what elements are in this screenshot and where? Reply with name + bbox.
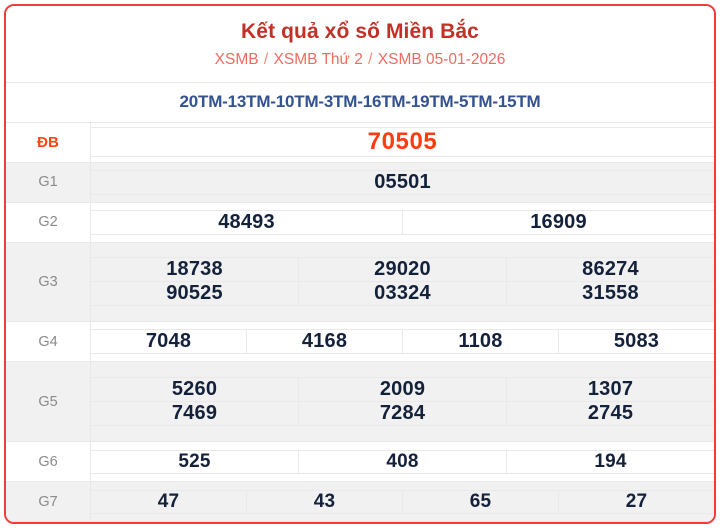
prize-number: 86274 (505, 257, 714, 283)
prize-values-cell: 5260 2009 1307 7469 7284 2745 (90, 361, 714, 443)
prize-label: ĐB (6, 121, 91, 163)
prize-values-row: 525 408 194 (91, 449, 714, 474)
prize-number: 18738 (91, 257, 299, 283)
prize-number: 4168 (246, 329, 403, 355)
prize-values-cell: 05501 (90, 161, 714, 203)
prize-values-row: 47 43 65 27 (91, 489, 714, 514)
prize-values-cell: 525 408 194 (90, 441, 714, 483)
prize-number: 31558 (505, 281, 714, 307)
prize-row-đb: ĐB 70505 (6, 121, 714, 163)
prize-number: 29020 (298, 257, 507, 283)
prize-values-row: 7469 7284 2745 (91, 401, 714, 427)
prize-number: 5083 (557, 329, 714, 355)
prize-values-cell: 47 43 65 27 (90, 481, 714, 522)
breadcrumb-item-2[interactable]: XSMB Thứ 2 (273, 51, 363, 69)
prize-label: G1 (6, 161, 91, 203)
prize-label: G4 (6, 321, 91, 363)
prize-label: G6 (6, 441, 91, 483)
prize-values-grid: 05501 (91, 169, 714, 195)
tm-code-text: 20TM-13TM-10TM-3TM-16TM-19TM-5TM-15TM (179, 91, 541, 111)
prize-values-grid: 47 43 65 27 (91, 489, 714, 514)
prize-number: 48493 (91, 209, 403, 235)
prize-values-grid: 48493 16909 (91, 209, 714, 235)
prize-number: 525 (91, 449, 299, 474)
prize-number: 2745 (505, 401, 714, 427)
card-header: Kết quả xổ số Miền Bắc XSMB / XSMB Thứ 2… (6, 6, 714, 82)
breadcrumb: XSMB / XSMB Thứ 2 / XSMB 05-01-2026 (16, 51, 704, 70)
prize-row-g2: G2 48493 16909 (6, 201, 714, 243)
prize-label: G5 (6, 361, 91, 443)
tm-code-row: 20TM-13TM-10TM-3TM-16TM-19TM-5TM-15TM (6, 81, 714, 122)
prize-number: 03324 (298, 281, 507, 307)
prize-values-cell: 70505 (90, 121, 714, 163)
prize-values-row: 70505 (91, 127, 714, 158)
prize-label: G3 (6, 241, 91, 323)
prize-values-grid: 18738 29020 86274 90525 03324 31558 (91, 257, 714, 307)
prize-row-g4: G4 7048 4168 1108 5083 (6, 321, 714, 363)
prize-number: 27 (557, 489, 714, 514)
prize-number: 90525 (91, 281, 299, 307)
prize-label: G2 (6, 201, 91, 243)
prize-number: 194 (505, 449, 714, 474)
prize-number: 65 (401, 489, 559, 514)
prize-values-grid: 70505 (91, 127, 714, 158)
prize-row-g6: G6 525 408 194 (6, 441, 714, 483)
prize-number: 408 (298, 449, 507, 474)
prize-values-row: 05501 (91, 169, 714, 195)
prize-values-row: 18738 29020 86274 (91, 257, 714, 283)
prize-values-cell: 7048 4168 1108 5083 (90, 321, 714, 363)
prize-number: 7469 (91, 401, 299, 427)
results-table: ĐB 70505 G1 05501 G2 48493 16909 G3 18738 29020 86… (6, 121, 714, 522)
prize-number: 7284 (298, 401, 507, 427)
prize-number: 5260 (91, 377, 299, 403)
breadcrumb-item-1[interactable]: XSMB (214, 51, 259, 69)
prize-values-grid: 5260 2009 1307 7469 7284 2745 (91, 377, 714, 427)
prize-row-g3: G3 18738 29020 86274 90525 03324 31558 (6, 241, 714, 323)
prize-label: G7 (6, 481, 91, 522)
prize-number: 2009 (298, 377, 507, 403)
breadcrumb-separator: / (259, 51, 273, 69)
prize-row-g1: G1 05501 (6, 161, 714, 203)
results-table-body: ĐB 70505 G1 05501 G2 48493 16909 G3 18738 29020 86… (6, 121, 714, 522)
prize-values-cell: 48493 16909 (90, 201, 714, 243)
prize-values-grid: 7048 4168 1108 5083 (91, 329, 714, 355)
breadcrumb-separator: / (363, 51, 377, 69)
prize-row-g5: G5 5260 2009 1307 7469 7284 2745 (6, 361, 714, 443)
prize-number: 05501 (91, 169, 714, 195)
prize-number: 47 (91, 489, 247, 514)
breadcrumb-item-3[interactable]: XSMB 05-01-2026 (377, 51, 506, 69)
prize-values-cell: 18738 29020 86274 90525 03324 31558 (90, 241, 714, 323)
prize-number: 43 (246, 489, 403, 514)
prize-values-row: 90525 03324 31558 (91, 281, 714, 307)
page-title: Kết quả xổ số Miền Bắc (241, 20, 479, 43)
prize-values-grid: 525 408 194 (91, 449, 714, 474)
prize-number: 16909 (402, 209, 714, 235)
prize-number: 1108 (401, 329, 559, 355)
prize-number: 1307 (505, 377, 714, 403)
prize-values-row: 5260 2009 1307 (91, 377, 714, 403)
prize-number: 70505 (91, 127, 714, 158)
prize-number: 7048 (91, 329, 247, 355)
prize-values-row: 7048 4168 1108 5083 (91, 329, 714, 355)
prize-row-g7: G7 47 43 65 27 (6, 481, 714, 522)
prize-values-row: 48493 16909 (91, 209, 714, 235)
lottery-results-card: Kết quả xổ số Miền Bắc XSMB / XSMB Thứ 2… (4, 4, 716, 524)
